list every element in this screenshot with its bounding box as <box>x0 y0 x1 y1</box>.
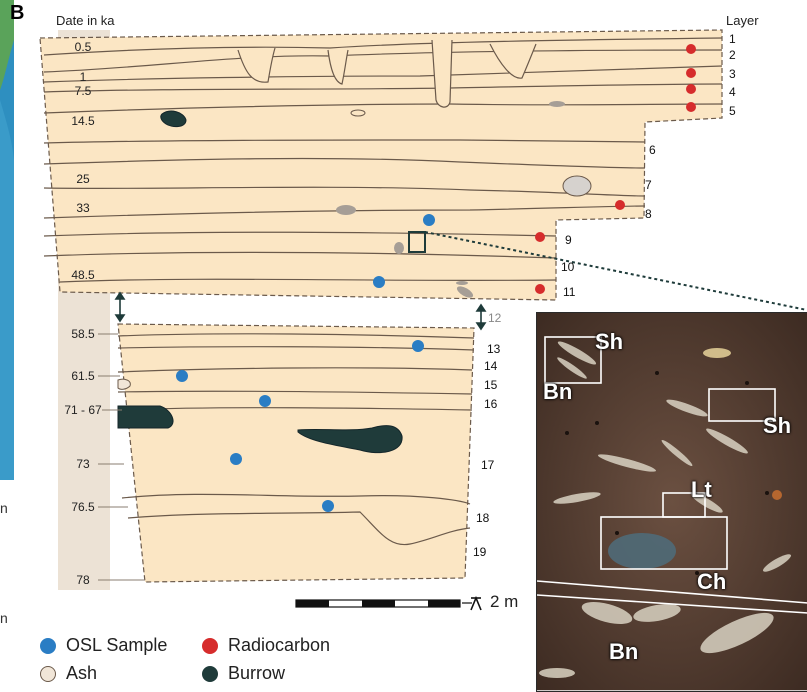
layer-header: Layer <box>726 13 759 28</box>
layer-number: 4 <box>729 85 736 99</box>
date-label: 25 <box>76 172 90 186</box>
radiocarbon-sample <box>686 44 696 54</box>
upper-section-body <box>39 29 723 301</box>
layer-number: 3 <box>729 67 736 81</box>
date-label: 7.5 <box>74 84 92 98</box>
date-label: 73 <box>76 457 90 471</box>
layer-number: 7 <box>645 178 652 192</box>
radiocarbon-sample <box>535 232 545 242</box>
micrograph-inset: Sh Bn Sh Lt Ch Bn <box>536 312 807 692</box>
date-label: 14.5 <box>71 114 95 128</box>
date-label: 78 <box>76 573 90 587</box>
label-shell: Sh <box>595 329 624 354</box>
osl-sample <box>423 214 435 226</box>
date-label: 33 <box>76 201 90 215</box>
map-fragment-text-1: n <box>0 500 8 516</box>
layer-number: 12 <box>488 311 502 325</box>
lower-section-body <box>117 323 475 583</box>
osl-sample <box>373 276 385 288</box>
layer-number: 1 <box>729 32 736 46</box>
scale-label: 2 m <box>490 592 519 611</box>
ash-legend-label: Ash <box>66 663 98 683</box>
layer-number: 11 <box>563 285 576 299</box>
burrow-legend-marker <box>202 666 218 682</box>
layer-number: 9 <box>565 233 572 247</box>
date-header: Date in ka <box>56 13 115 28</box>
label-charcoal: Ch <box>697 569 727 594</box>
radiocarbon-sample <box>535 284 545 294</box>
layer-number: 10 <box>561 260 575 274</box>
radiocarbon-sample <box>615 200 625 210</box>
osl-sample <box>230 453 242 465</box>
radiocarbon-legend-label: Radiocarbon <box>228 635 331 655</box>
osl-sample <box>259 395 271 407</box>
radiocarbon-sample <box>686 102 696 112</box>
date-label: 48.5 <box>71 268 95 282</box>
osl-sample <box>176 370 188 382</box>
radiocarbon-sample <box>686 68 696 78</box>
layer-number: 2 <box>729 48 736 62</box>
map-fragment <box>0 0 14 480</box>
osl-legend-marker <box>40 638 56 654</box>
layer-number: 8 <box>645 207 652 221</box>
date-label: 71 - 67 <box>64 403 102 417</box>
burrow-legend-label: Burrow <box>228 663 286 683</box>
scale-bar <box>295 595 482 611</box>
date-label: 76.5 <box>71 500 95 514</box>
ash-legend-marker <box>40 666 56 682</box>
layer-number: 16 <box>484 397 498 411</box>
layer-number: 13 <box>487 342 501 356</box>
date-label: 0.5 <box>74 40 92 54</box>
layer-number: 14 <box>484 359 498 373</box>
panel-label: B <box>10 2 25 24</box>
layer-number: 18 <box>476 511 490 525</box>
layer-number: 17 <box>481 458 495 472</box>
micrograph-texture <box>537 313 807 691</box>
label-shell: Sh <box>763 413 792 438</box>
osl-sample <box>322 500 334 512</box>
layer-number: 6 <box>649 143 656 157</box>
osl-legend-label: OSL Sample <box>66 635 168 655</box>
layer-number: 15 <box>484 378 498 392</box>
date-label: 61.5 <box>71 369 95 383</box>
label-bone: Bn <box>543 379 573 404</box>
label-bone: Bn <box>609 639 639 664</box>
map-fragment-text-2: n <box>0 610 8 626</box>
radiocarbon-sample <box>686 84 696 94</box>
osl-sample <box>412 340 424 352</box>
layer-number: 19 <box>473 545 487 559</box>
radiocarbon-legend-marker <box>202 638 218 654</box>
date-label: 1 <box>79 70 87 84</box>
date-label: 58.5 <box>71 327 95 341</box>
label-lithic: Lt <box>691 477 712 502</box>
layer-number: 5 <box>729 104 736 118</box>
